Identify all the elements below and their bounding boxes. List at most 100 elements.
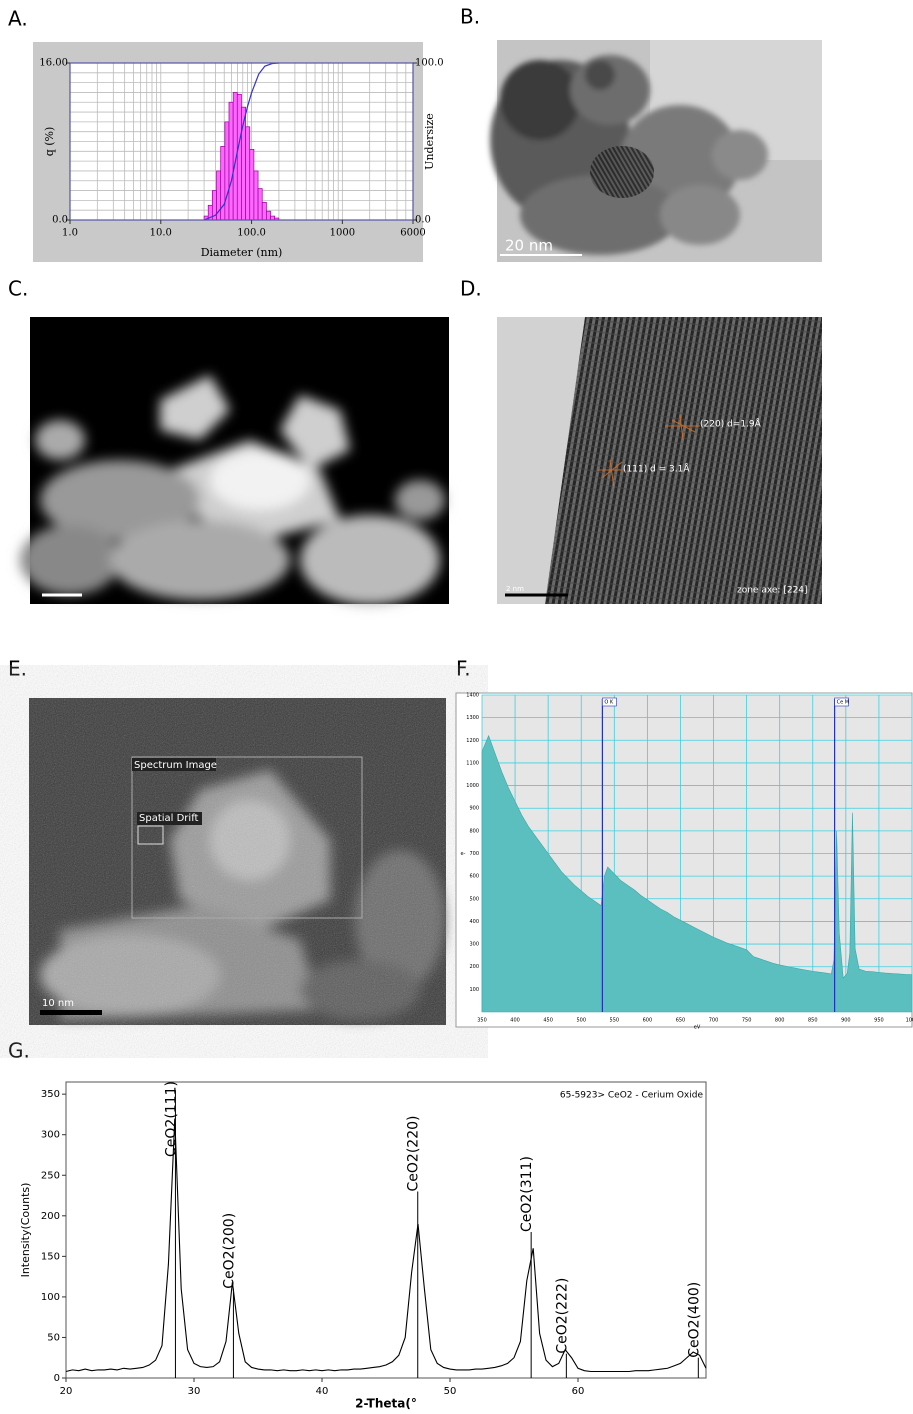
lattice-annotation: (111) d = 3.1Å	[623, 463, 690, 475]
histogram-bar	[245, 126, 251, 221]
x-axis-label: eV	[694, 1025, 701, 1031]
x-axis-label: 2-Theta(°	[355, 1397, 417, 1411]
x-tick-label: 400	[510, 1018, 520, 1024]
x-tick-label: 50	[444, 1386, 457, 1397]
x-tick-label: 1.0	[62, 228, 78, 239]
y-axis-label: e-	[461, 851, 466, 857]
panel-label: C.	[8, 277, 28, 301]
tem-image-b: 20 nm	[490, 40, 822, 262]
scale-bar-label: 20 nm	[505, 237, 553, 255]
peak-label: CeO2(111)	[163, 1081, 179, 1157]
x-tick-label: 850	[808, 1018, 818, 1024]
edge-marker-box	[834, 697, 849, 707]
y-tick-label: 300	[469, 942, 479, 948]
x-tick-label: 6000	[400, 228, 425, 239]
y-tick-label: 500	[469, 896, 479, 902]
x-tick-label: 700	[709, 1018, 719, 1024]
scale-bar-label: 2 nm	[506, 585, 524, 593]
peak-label: CeO2(311)	[519, 1156, 535, 1232]
x-tick-label: 500	[576, 1018, 586, 1024]
histogram-bar	[224, 121, 230, 221]
scale-bar-label: 10 nm	[42, 998, 74, 1009]
x-tick-label: 450	[543, 1018, 553, 1024]
lattice-annotation: (220) d=1.9Å	[700, 418, 762, 430]
histogram-bar	[249, 149, 255, 221]
y-tick-label: 1000	[466, 783, 479, 789]
histogram-bar	[261, 201, 267, 221]
x-tick-label: 800	[775, 1018, 785, 1024]
x-tick-label: 1000	[330, 228, 355, 239]
histogram-bar	[236, 94, 242, 221]
peak-label: CeO2(400)	[686, 1282, 702, 1358]
y-tick-label: 150	[41, 1251, 60, 1262]
x-tick-label: 600	[643, 1018, 653, 1024]
x-tick-label: 950	[874, 1018, 884, 1024]
y-tick-label: 16.00	[39, 58, 68, 69]
histogram-bar	[253, 170, 259, 221]
edge-marker-label: Ce M	[837, 700, 849, 706]
y-tick-label: 1100	[466, 760, 479, 766]
plot-frame	[69, 62, 414, 221]
y-tick-label: 1300	[466, 715, 479, 721]
xrd-line	[65, 1118, 707, 1373]
chart-annotation: 65-5923> CeO2 - Cerium Oxide	[560, 1091, 704, 1101]
x-tick-label: 350	[477, 1018, 487, 1024]
peak-label: CeO2(222)	[554, 1278, 570, 1354]
stem-image-c	[20, 317, 449, 605]
y-tick-label: 400	[469, 919, 479, 925]
x-tick-label: 750	[742, 1018, 752, 1024]
histogram-bar	[220, 146, 226, 221]
x-tick-label: 30	[188, 1386, 201, 1397]
y-tick-label: 700	[469, 851, 479, 857]
plot-frame	[65, 1081, 707, 1379]
panel-label: E.	[8, 657, 27, 681]
x-tick-label: 10.0	[150, 228, 172, 239]
y-tick-label: 900	[469, 806, 479, 812]
zone-axis-label: zone axe: [224]	[737, 586, 808, 596]
box-label: Spectrum Image	[134, 760, 217, 771]
panel-label: D.	[460, 277, 482, 301]
panel-label: G.	[8, 1039, 30, 1063]
panel-label: F.	[456, 657, 471, 681]
y2-tick-label: 100.0	[415, 58, 444, 69]
y-tick-label: 300	[41, 1130, 60, 1141]
spectrum-area	[481, 734, 913, 1013]
x-tick-label: 650	[676, 1018, 686, 1024]
x-tick-label: 40	[316, 1386, 329, 1397]
y-tick-label: 200	[469, 964, 479, 970]
x-tick-label: 550	[610, 1018, 620, 1024]
histogram-bar	[257, 188, 263, 221]
y-tick-label: 350	[41, 1089, 60, 1100]
y-axis-label: Intensity(Counts)	[19, 1183, 32, 1278]
y-tick-label: 1400	[466, 693, 479, 699]
y2-axis-label: Undersize	[423, 113, 436, 170]
y-tick-label: 800	[469, 828, 479, 834]
edge-marker-label: O K	[604, 700, 614, 706]
y-tick-label: 0.0	[52, 215, 68, 226]
panel-label: A.	[8, 7, 28, 31]
y-tick-label: 200	[41, 1211, 60, 1222]
y-tick-label: 50	[47, 1332, 60, 1343]
stem-image-e: Spectrum Image Spatial Drift 10 nm	[29, 698, 446, 1025]
y-tick-label: 100	[469, 987, 479, 993]
edge-marker-box	[602, 697, 617, 707]
y-axis-label: q (%)	[43, 127, 56, 157]
x-tick-label: 100.0	[237, 228, 266, 239]
x-tick-label: 900	[841, 1018, 851, 1024]
panel-label: B.	[460, 5, 480, 29]
peak-label: CeO2(220)	[406, 1116, 422, 1192]
y-tick-label: 0	[54, 1373, 60, 1384]
cumulative-line	[203, 62, 279, 221]
x-axis-label: Diameter (nm)	[201, 246, 283, 259]
peak-label: CeO2(200)	[221, 1213, 237, 1289]
y-tick-label: 250	[41, 1170, 60, 1181]
histogram-bar	[228, 101, 234, 221]
x-tick-label: 20	[60, 1386, 73, 1397]
x-tick-label: 1000	[906, 1018, 913, 1024]
y2-tick-label: 0.0	[415, 215, 431, 226]
box-label: Spatial Drift	[139, 813, 199, 824]
y-tick-label: 600	[469, 874, 479, 880]
histogram-bar	[266, 210, 271, 221]
y-tick-label: 100	[41, 1292, 60, 1303]
